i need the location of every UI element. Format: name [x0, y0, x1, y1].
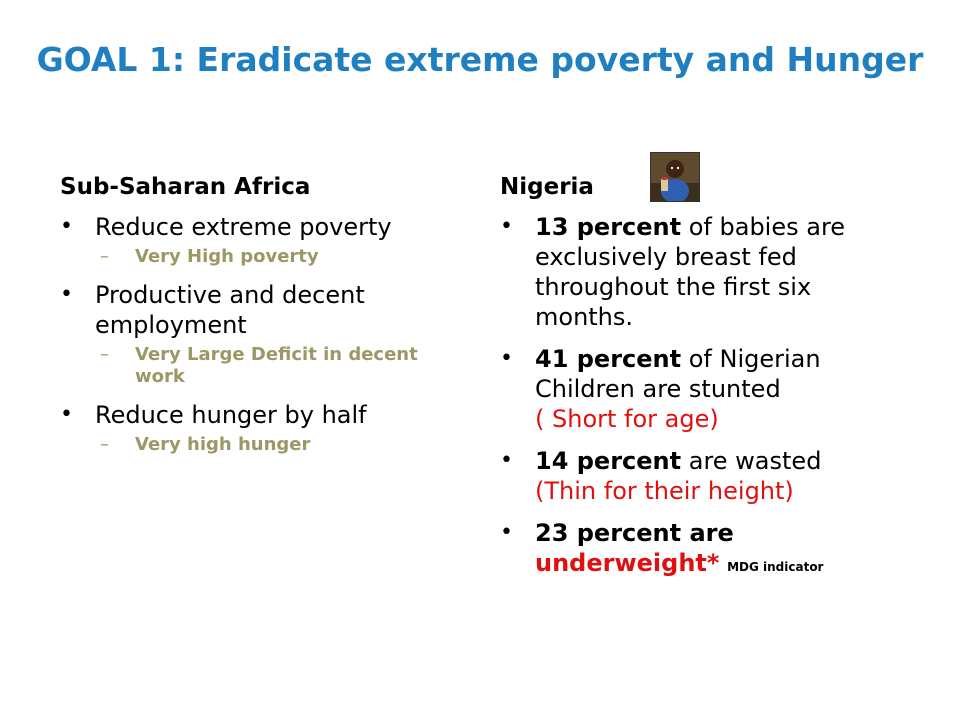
right-heading-row: Nigeria	[500, 152, 900, 202]
sub-list-item: – Very high hunger	[95, 434, 470, 456]
left-list: • Reduce extreme poverty – Very High pov…	[60, 212, 470, 456]
list-item: • 13 percent of babies are exclusively b…	[500, 212, 900, 332]
item-red-text: (Thin for their height)	[535, 477, 794, 505]
list-item: • 14 percent are wasted (Thin for their …	[500, 446, 900, 506]
sub-list: – Very high hunger	[95, 434, 470, 456]
list-item: • 23 percent are underweight* MDG indica…	[500, 518, 900, 582]
bullet-icon: •	[500, 346, 513, 371]
item-bold-text: 23 percent are	[535, 519, 734, 547]
item-text: of Nigerian Children are stunted	[535, 345, 821, 403]
sub-item-text: Very High poverty	[135, 246, 319, 267]
right-column: Nigeria • 13 percent of babies are exclu…	[500, 152, 900, 594]
sub-list: – Very Large Deficit in decent work	[95, 344, 470, 388]
item-red-bold-text: underweight*	[535, 549, 720, 577]
item-text: are wasted	[681, 447, 822, 475]
list-item: • 41 percent of Nigerian Children are st…	[500, 344, 900, 434]
slide-title: GOAL 1: Eradicate extreme poverty and Hu…	[36, 40, 924, 79]
sub-item-text: Very Large Deficit in decent work	[135, 344, 418, 387]
item-bold-text: 13 percent	[535, 213, 682, 241]
item-text: Productive and decent employment	[95, 281, 365, 339]
left-column: Sub-Saharan Africa • Reduce extreme pove…	[60, 172, 470, 468]
sub-list-item: – Very Large Deficit in decent work	[95, 344, 470, 388]
child-photo-graphic	[651, 153, 699, 201]
dash-icon: –	[100, 434, 109, 455]
dash-icon: –	[100, 246, 109, 267]
sub-list-item: – Very High poverty	[95, 246, 470, 268]
list-item: • Productive and decent employment – Ver…	[60, 280, 470, 388]
sub-list: – Very High poverty	[95, 246, 470, 268]
item-text: Reduce hunger by half	[95, 401, 367, 429]
sub-item-text: Very high hunger	[135, 434, 311, 455]
bullet-icon: •	[60, 282, 73, 307]
item-text: Reduce extreme poverty	[95, 213, 392, 241]
item-bold-text: 41 percent	[535, 345, 682, 373]
item-text: of babies are exclusively breast fed thr…	[535, 213, 846, 331]
item-red-text: ( Short for age)	[535, 405, 719, 433]
right-heading: Nigeria	[500, 174, 594, 200]
bullet-icon: •	[500, 520, 513, 545]
list-item: • Reduce extreme poverty – Very High pov…	[60, 212, 470, 268]
left-heading: Sub-Saharan Africa	[60, 174, 311, 200]
bullet-icon: •	[500, 448, 513, 473]
bullet-icon: •	[500, 214, 513, 239]
bullet-icon: •	[60, 214, 73, 239]
right-list: • 13 percent of babies are exclusively b…	[500, 212, 900, 582]
dash-icon: –	[100, 344, 109, 365]
list-item: • Reduce hunger by half – Very high hung…	[60, 400, 470, 456]
bullet-icon: •	[60, 402, 73, 427]
child-photo-image	[650, 152, 700, 202]
item-bold-text: 14 percent	[535, 447, 682, 475]
mdg-note: MDG indicator	[727, 560, 824, 574]
